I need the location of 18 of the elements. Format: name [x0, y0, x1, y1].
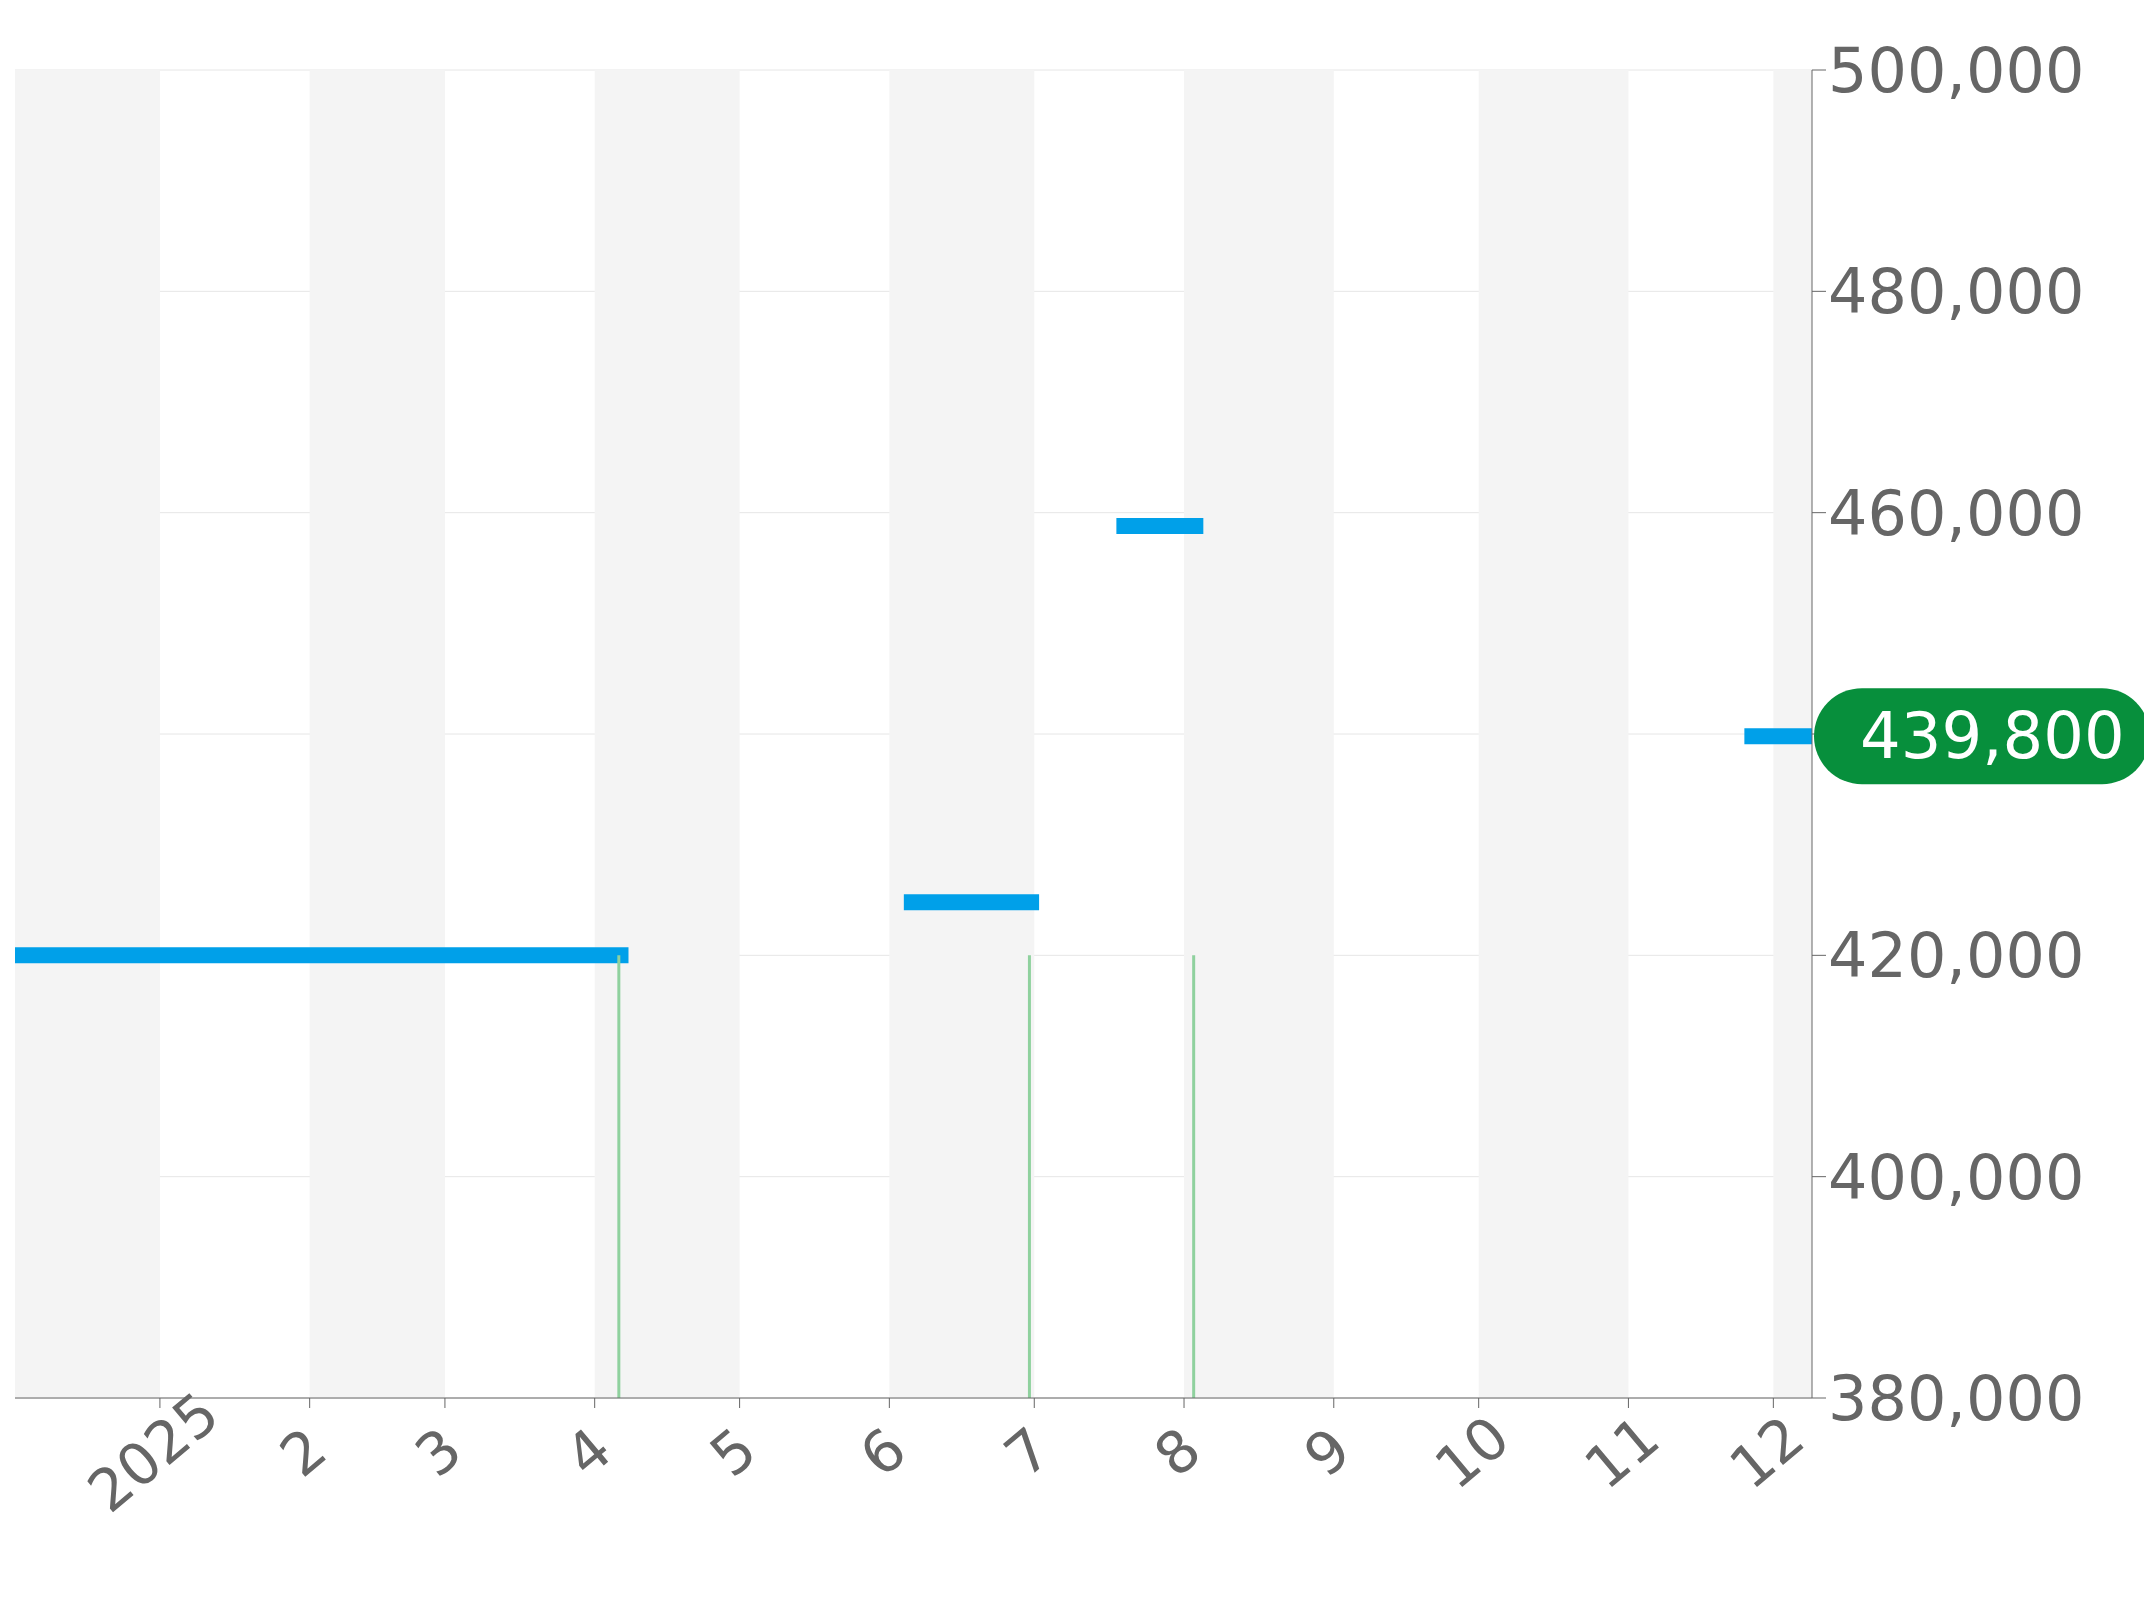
- y-tick-label: 500,000: [1828, 34, 2085, 108]
- y-tick-label: 400,000: [1828, 1140, 2085, 1214]
- x-tick-label: 8: [1141, 1414, 1214, 1491]
- x-tick-label: 2: [267, 1414, 340, 1491]
- x-tick-label: 3: [402, 1414, 475, 1491]
- x-tick-label: 9: [1291, 1414, 1364, 1491]
- x-tick-label: 11: [1571, 1402, 1673, 1503]
- y-tick-label: 480,000: [1828, 255, 2085, 329]
- y-tick-label: 460,000: [1828, 476, 2085, 550]
- y-tick-label: 420,000: [1828, 919, 2085, 993]
- x-tick-label: 4: [552, 1414, 625, 1491]
- x-tick-label: 12: [1716, 1402, 1818, 1503]
- x-tick-label: 6: [846, 1414, 919, 1491]
- x-tick-label: 10: [1422, 1402, 1523, 1503]
- x-tick-label: 7: [991, 1414, 1064, 1491]
- annotation: 439,800: [1860, 699, 2125, 774]
- y-tick-label: 380,000: [1828, 1362, 2085, 1436]
- x-tick-label: 5: [697, 1414, 770, 1491]
